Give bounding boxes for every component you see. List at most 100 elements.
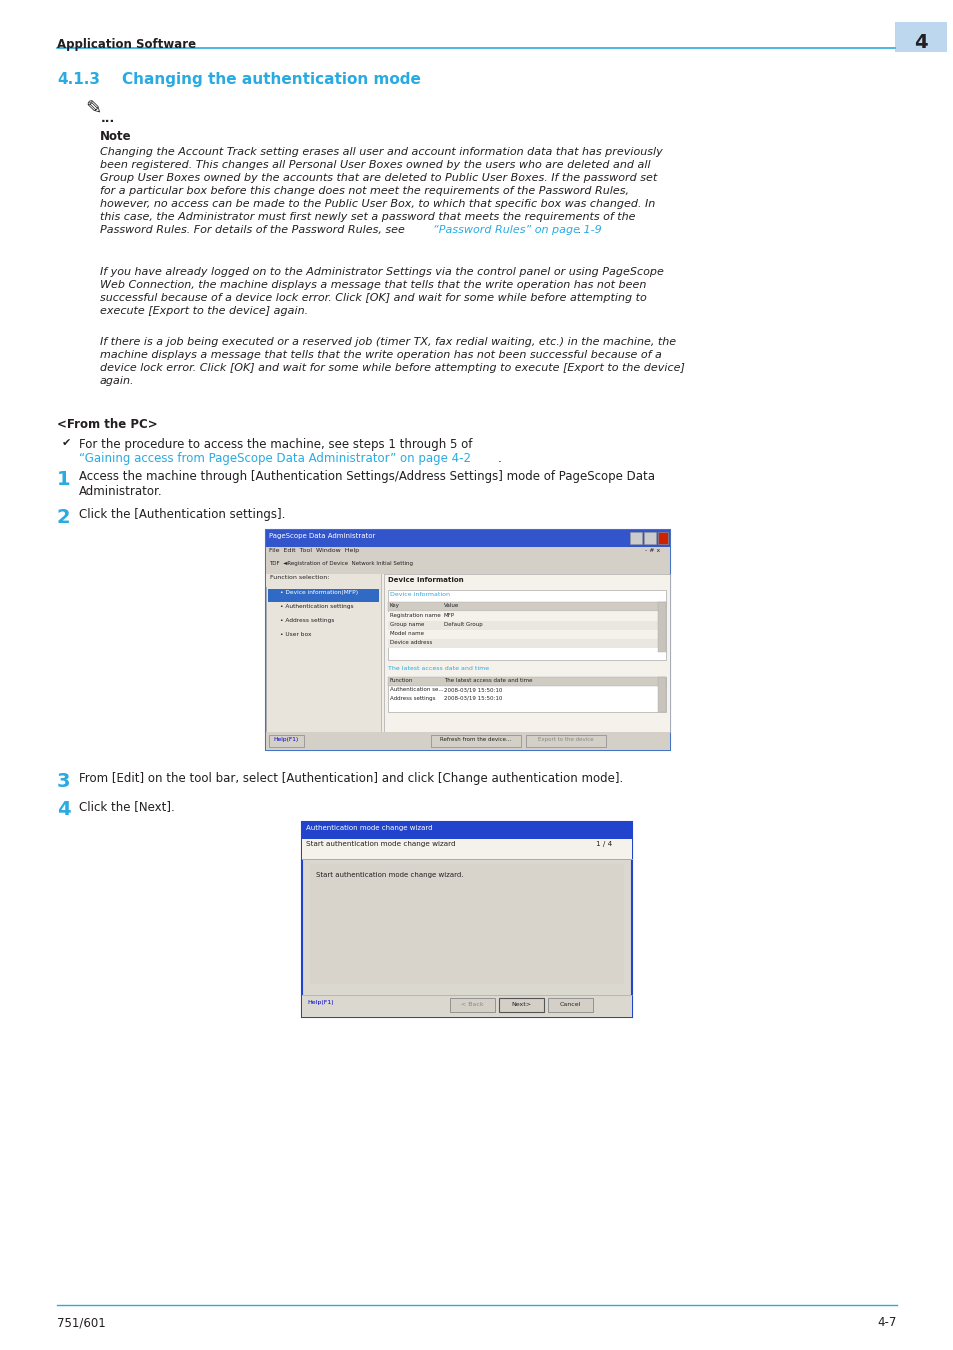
Text: Refresh from the device...: Refresh from the device... bbox=[440, 737, 511, 742]
Bar bbox=[388, 621, 665, 630]
Text: Changing the authentication mode: Changing the authentication mode bbox=[122, 72, 420, 86]
Bar bbox=[266, 531, 669, 751]
Bar bbox=[388, 676, 665, 711]
Bar bbox=[388, 639, 665, 648]
Bar bbox=[384, 574, 669, 732]
Text: 2008-03/19 15:50:10: 2008-03/19 15:50:10 bbox=[443, 687, 502, 693]
Text: Start authentication mode change wizard: Start authentication mode change wizard bbox=[306, 841, 456, 846]
Text: 4.1.3: 4.1.3 bbox=[57, 72, 100, 86]
Bar bbox=[431, 734, 520, 747]
Text: 2: 2 bbox=[57, 508, 71, 526]
Text: Function selection:: Function selection: bbox=[270, 575, 329, 580]
Bar bbox=[302, 822, 631, 838]
Text: “Password Rules” on page 1-9: “Password Rules” on page 1-9 bbox=[433, 225, 601, 235]
Text: this case, the Administrator must first newly set a password that meets the requ: this case, the Administrator must first … bbox=[100, 212, 635, 221]
Text: Help(F1): Help(F1) bbox=[307, 1000, 334, 1004]
Text: again.: again. bbox=[100, 377, 134, 386]
Text: 4: 4 bbox=[913, 32, 927, 53]
Bar bbox=[302, 822, 631, 1017]
Bar bbox=[894, 22, 946, 53]
Text: for a particular box before this change does not meet the requirements of the Pa: for a particular box before this change … bbox=[100, 186, 628, 196]
Text: ✔: ✔ bbox=[62, 437, 71, 448]
Bar bbox=[266, 732, 669, 751]
Text: If you have already logged on to the Administrator Settings via the control pane: If you have already logged on to the Adm… bbox=[100, 267, 663, 277]
Bar bbox=[388, 612, 665, 621]
Text: Value: Value bbox=[443, 603, 458, 608]
Text: Note: Note bbox=[100, 130, 132, 143]
Text: 4-7: 4-7 bbox=[877, 1316, 896, 1328]
Text: Authentication se...: Authentication se... bbox=[390, 687, 443, 693]
Bar bbox=[658, 532, 667, 544]
Text: ...: ... bbox=[101, 112, 115, 126]
Text: - # x: - # x bbox=[644, 548, 659, 554]
Text: Key: Key bbox=[390, 603, 399, 608]
Bar bbox=[269, 734, 304, 747]
Text: Start authentication mode change wizard.: Start authentication mode change wizard. bbox=[315, 872, 463, 878]
Text: 1 / 4: 1 / 4 bbox=[595, 841, 612, 846]
Text: 1: 1 bbox=[57, 470, 71, 489]
Text: MFP: MFP bbox=[443, 613, 455, 618]
Text: Authentication mode change wizard: Authentication mode change wizard bbox=[306, 825, 432, 832]
Text: successful because of a device lock error. Click [OK] and wait for some while be: successful because of a device lock erro… bbox=[100, 293, 646, 302]
Text: File  Edit  Tool  Window  Help: File Edit Tool Window Help bbox=[269, 548, 358, 554]
Bar bbox=[268, 589, 378, 602]
Text: “Gaining access from PageScope Data Administrator” on page 4-2: “Gaining access from PageScope Data Admi… bbox=[79, 452, 471, 464]
Bar bbox=[266, 531, 669, 547]
Text: execute [Export to the device] again.: execute [Export to the device] again. bbox=[100, 306, 308, 316]
Bar bbox=[658, 602, 665, 652]
Text: For the procedure to access the machine, see steps 1 through 5 of: For the procedure to access the machine,… bbox=[79, 437, 476, 451]
Text: Export to the device: Export to the device bbox=[537, 737, 593, 742]
Text: PageScope Data Administrator: PageScope Data Administrator bbox=[269, 533, 375, 539]
Bar bbox=[388, 602, 665, 612]
Text: Click the [Next].: Click the [Next]. bbox=[79, 801, 174, 813]
Text: .: . bbox=[577, 225, 579, 235]
Text: The latest access date and time: The latest access date and time bbox=[443, 678, 532, 683]
Text: 3: 3 bbox=[57, 772, 71, 791]
Text: Device address: Device address bbox=[390, 640, 432, 645]
Bar bbox=[266, 574, 380, 732]
Text: • User box: • User box bbox=[280, 632, 312, 637]
Text: TDF  ◄Registration of Device  Network Initial Setting: TDF ◄Registration of Device Network Init… bbox=[269, 562, 413, 566]
Bar bbox=[629, 532, 641, 544]
Bar bbox=[310, 864, 623, 984]
Text: Group name: Group name bbox=[390, 622, 424, 626]
Bar bbox=[643, 532, 656, 544]
Text: device lock error. Click [OK] and wait for some while before attempting to execu: device lock error. Click [OK] and wait f… bbox=[100, 363, 684, 373]
Text: however, no access can be made to the Public User Box, to which that specific bo: however, no access can be made to the Pu… bbox=[100, 198, 655, 209]
Text: Device information: Device information bbox=[388, 576, 463, 583]
Text: The latest access date and time: The latest access date and time bbox=[388, 666, 489, 671]
Bar bbox=[302, 838, 631, 859]
Text: Access the machine through [Authentication Settings/Address Settings] mode of Pa: Access the machine through [Authenticati… bbox=[79, 470, 655, 483]
Bar bbox=[498, 998, 543, 1012]
Text: Device information: Device information bbox=[390, 593, 450, 597]
Text: machine displays a message that tells that the write operation has not been succ: machine displays a message that tells th… bbox=[100, 350, 661, 360]
Text: ✎: ✎ bbox=[85, 100, 101, 119]
Bar bbox=[388, 630, 665, 639]
Text: Cancel: Cancel bbox=[558, 1002, 580, 1007]
Text: If there is a job being executed or a reserved job (timer TX, fax redial waiting: If there is a job being executed or a re… bbox=[100, 338, 676, 347]
Text: Administrator.: Administrator. bbox=[79, 485, 162, 498]
Text: • Authentication settings: • Authentication settings bbox=[280, 603, 354, 609]
Bar bbox=[388, 590, 665, 660]
Text: <From the PC>: <From the PC> bbox=[57, 418, 157, 431]
Text: Registration name: Registration name bbox=[390, 613, 440, 618]
Text: 751/601: 751/601 bbox=[57, 1316, 106, 1328]
Bar bbox=[266, 574, 380, 587]
Bar bbox=[450, 998, 495, 1012]
Text: From [Edit] on the tool bar, select [Authentication] and click [Change authentic: From [Edit] on the tool bar, select [Aut… bbox=[79, 772, 622, 784]
Bar bbox=[266, 560, 669, 574]
Text: Default Group: Default Group bbox=[443, 622, 482, 626]
Text: Address settings: Address settings bbox=[390, 697, 435, 701]
Text: Click the [Authentication settings].: Click the [Authentication settings]. bbox=[79, 508, 285, 521]
Text: Model name: Model name bbox=[390, 630, 423, 636]
Text: Application Software: Application Software bbox=[57, 38, 196, 51]
Text: .: . bbox=[497, 452, 501, 464]
Text: 2008-03/19 15:50:10: 2008-03/19 15:50:10 bbox=[443, 697, 502, 701]
Bar bbox=[547, 998, 593, 1012]
Text: Web Connection, the machine displays a message that tells that the write operati: Web Connection, the machine displays a m… bbox=[100, 279, 646, 290]
Text: 4: 4 bbox=[57, 801, 71, 819]
Text: • Address settings: • Address settings bbox=[280, 618, 334, 622]
Bar bbox=[302, 995, 631, 1017]
Bar bbox=[525, 734, 605, 747]
Text: Group User Boxes owned by the accounts that are deleted to Public User Boxes. If: Group User Boxes owned by the accounts t… bbox=[100, 173, 657, 184]
